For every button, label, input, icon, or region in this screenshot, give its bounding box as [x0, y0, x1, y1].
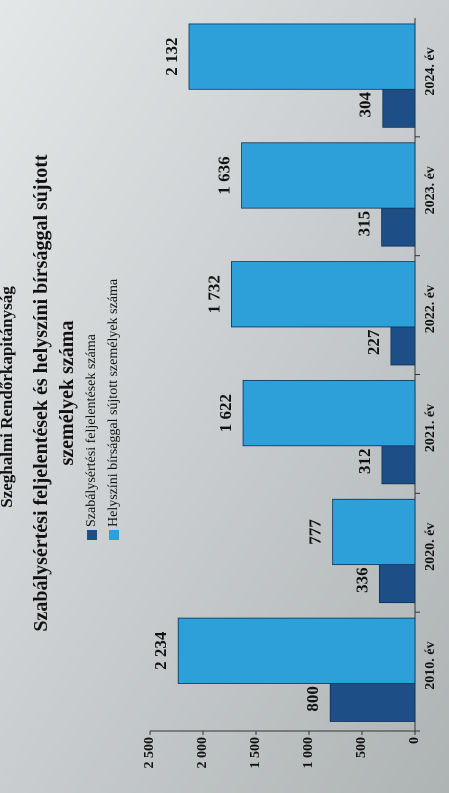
y-tick-label: 1 000 — [301, 737, 316, 769]
y-tick-label: 500 — [354, 737, 369, 758]
data-label: 800 — [303, 686, 322, 712]
data-label: 1 636 — [214, 156, 233, 194]
y-tick-label: 0 — [407, 737, 422, 744]
bar — [188, 23, 416, 90]
data-label: 312 — [355, 448, 374, 474]
bar — [242, 380, 416, 447]
bar — [231, 261, 416, 328]
data-label: 315 — [355, 211, 374, 237]
data-label: 304 — [356, 91, 375, 117]
y-tick-label: 1 500 — [248, 737, 263, 769]
rotated-chart: Szeghalmi Rendőrkapitányság Szabálysérté… — [0, 18, 438, 769]
x-tick-label: 2022. év — [423, 285, 438, 333]
x-tick-label: 2021. év — [423, 404, 438, 452]
data-label: 777 — [306, 519, 325, 545]
data-label: 2 234 — [151, 631, 170, 670]
legend-swatch — [87, 530, 97, 540]
bar — [241, 142, 416, 209]
data-label: 1 622 — [216, 394, 235, 432]
legend-swatch — [109, 530, 119, 540]
data-label: 336 — [352, 567, 371, 593]
data-label: 2 132 — [162, 37, 181, 75]
legend-label: Helyszíni bírsággal sújtott személyek sz… — [106, 278, 121, 527]
x-tick-label: 2024. év — [423, 47, 438, 95]
y-tick-label: 2 000 — [195, 737, 210, 769]
chart-title: Szabálysértési feljelentések és helyszín… — [30, 154, 78, 631]
bar — [177, 617, 416, 684]
x-tick-label: 2020. év — [423, 523, 438, 571]
header: Szeghalmi Rendőrkapitányság — [0, 286, 16, 508]
bar — [332, 498, 416, 566]
x-tick-label: 2023. év — [423, 166, 438, 214]
data-label: 1 732 — [204, 275, 223, 313]
data-label: 227 — [364, 329, 383, 355]
x-tick-label: 2010. év — [423, 642, 438, 690]
legend-label: Szabálysértési feljelentések száma — [84, 333, 99, 527]
y-tick-label: 2 500 — [142, 737, 157, 769]
